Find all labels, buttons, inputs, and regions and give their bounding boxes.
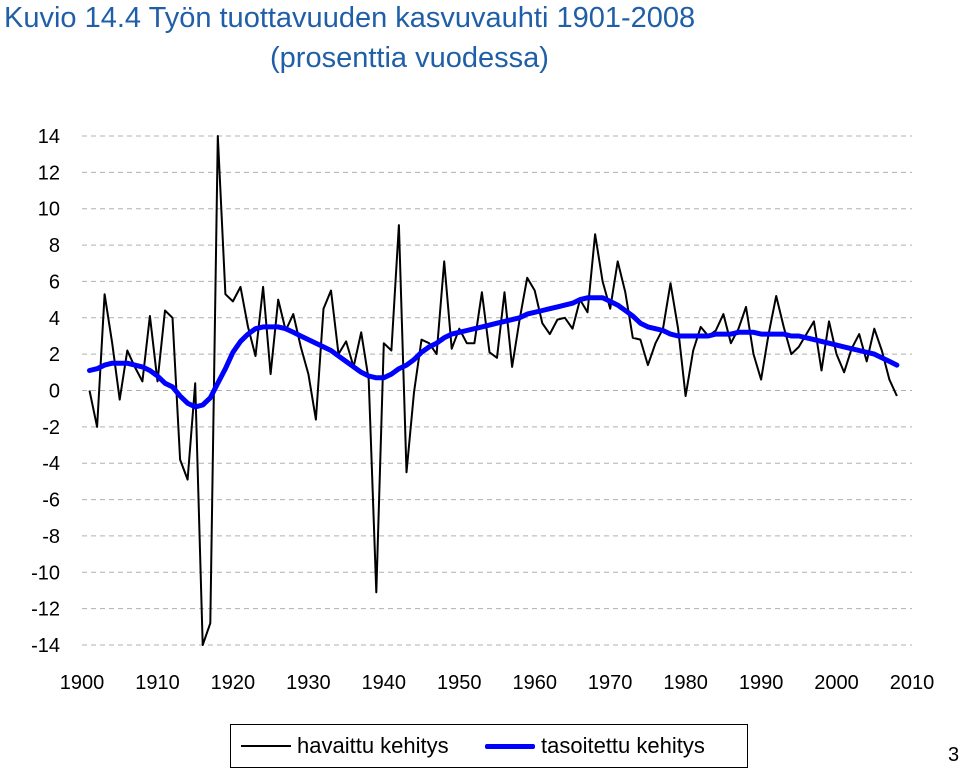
y-tick-label: 12 [38, 162, 60, 184]
x-tick-label: 1940 [362, 672, 407, 694]
legend-item-observed: havaittu kehitys [241, 733, 449, 759]
y-axis-ticks: 14 12 10 8 6 4 2 0 -2 -4 -6 -8 -10 -12 -14 [31, 126, 60, 657]
x-tick-label: 1970 [588, 672, 633, 694]
y-tick-label: 8 [49, 235, 60, 257]
chart-subtitle: (prosenttia vuodessa) [270, 42, 549, 74]
legend: havaittu kehitys tasoitettu kehitys [230, 724, 748, 768]
page-number: 3 [948, 744, 960, 766]
legend-line-observed [241, 745, 291, 747]
legend-label-trend: tasoitettu kehitys [541, 733, 705, 758]
y-tick-label: -6 [42, 490, 60, 512]
chart-title: Kuvio 14.4 Työn tuottavuuden kasvuvauhti… [4, 2, 696, 34]
legend-line-trend [485, 743, 535, 749]
y-tick-label: 6 [49, 271, 60, 293]
legend-label-observed: havaittu kehitys [297, 733, 449, 758]
x-tick-label: 2010 [890, 672, 935, 694]
y-tick-label: 0 [49, 381, 60, 403]
y-tick-label: -4 [42, 453, 60, 475]
x-tick-label: 1930 [286, 672, 331, 694]
y-tick-label: -14 [31, 635, 60, 657]
x-tick-label: 1990 [739, 672, 784, 694]
y-tick-label: 2 [49, 344, 60, 366]
y-tick-label: 10 [38, 199, 60, 221]
x-tick-label: 1900 [60, 672, 105, 694]
x-tick-label: 1950 [437, 672, 482, 694]
y-tick-label: -8 [42, 526, 60, 548]
x-tick-label: 1920 [211, 672, 256, 694]
x-tick-label: 1980 [663, 672, 708, 694]
x-tick-label: 1910 [135, 672, 180, 694]
gridlines [82, 135, 912, 646]
legend-item-trend: tasoitettu kehitys [485, 733, 705, 759]
y-tick-label: -2 [42, 417, 60, 439]
y-tick-label: -12 [31, 599, 60, 621]
y-tick-label: -10 [31, 562, 60, 584]
x-tick-label: 2000 [814, 672, 859, 694]
series-line-observed [88, 135, 898, 646]
y-tick-label: 4 [49, 308, 60, 330]
series-line-trend [87, 295, 900, 410]
x-tick-label: 1960 [512, 672, 557, 694]
chart-lines [87, 135, 900, 646]
x-axis-ticks: 1900 1910 1920 1930 1940 1950 1960 1970 1980 1990… [60, 672, 935, 694]
line-chart: 14 12 10 8 6 4 2 0 -2 -4 -6 -8 -10 -12 -14 1900 1910 192… [31, 126, 935, 694]
y-tick-label: 14 [38, 126, 60, 148]
